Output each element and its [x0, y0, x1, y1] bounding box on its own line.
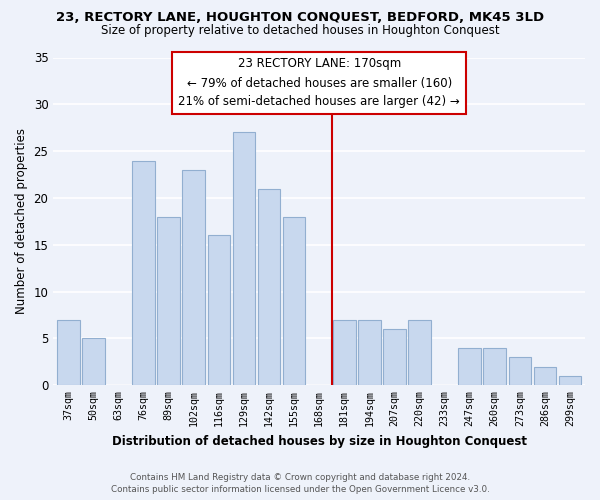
Bar	[132, 160, 155, 386]
Bar	[358, 320, 380, 386]
X-axis label: Distribution of detached houses by size in Houghton Conquest: Distribution of detached houses by size …	[112, 434, 527, 448]
Bar	[383, 329, 406, 386]
Bar	[257, 188, 280, 386]
Y-axis label: Number of detached properties: Number of detached properties	[15, 128, 28, 314]
Bar	[559, 376, 581, 386]
Text: 23 RECTORY LANE: 170sqm
← 79% of detached houses are smaller (160)
21% of semi-d: 23 RECTORY LANE: 170sqm ← 79% of detache…	[178, 58, 460, 108]
Bar	[182, 170, 205, 386]
Bar	[208, 236, 230, 386]
Text: Contains HM Land Registry data © Crown copyright and database right 2024.
Contai: Contains HM Land Registry data © Crown c…	[110, 472, 490, 494]
Text: 23, RECTORY LANE, HOUGHTON CONQUEST, BEDFORD, MK45 3LD: 23, RECTORY LANE, HOUGHTON CONQUEST, BED…	[56, 11, 544, 24]
Bar	[509, 357, 531, 386]
Bar	[484, 348, 506, 386]
Bar	[408, 320, 431, 386]
Bar	[458, 348, 481, 386]
Bar	[82, 338, 105, 386]
Text: Size of property relative to detached houses in Houghton Conquest: Size of property relative to detached ho…	[101, 24, 499, 37]
Bar	[57, 320, 80, 386]
Bar	[283, 216, 305, 386]
Bar	[333, 320, 356, 386]
Bar	[533, 366, 556, 386]
Bar	[233, 132, 255, 386]
Bar	[157, 216, 180, 386]
